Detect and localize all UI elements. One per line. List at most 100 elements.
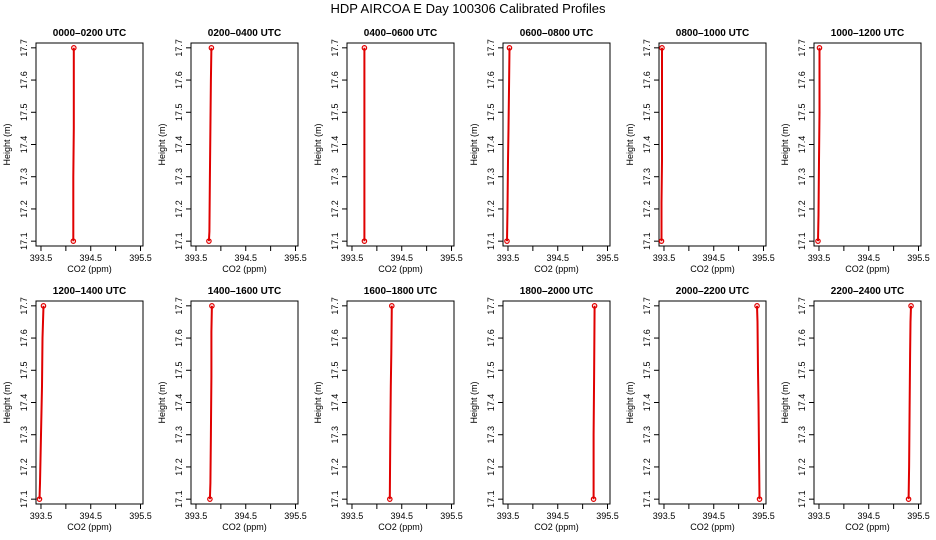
x-tick-label: 395.5 bbox=[752, 511, 775, 521]
y-tick-label: 17.7 bbox=[797, 39, 807, 57]
x-tick-label: 393.5 bbox=[341, 253, 364, 263]
y-tick-label: 17.6 bbox=[330, 329, 340, 347]
x-tick-label: 394.5 bbox=[234, 511, 257, 521]
y-tick-label: 17.6 bbox=[19, 329, 29, 347]
x-tick-label: 395.5 bbox=[752, 253, 775, 263]
y-tick-label: 17.3 bbox=[19, 426, 29, 444]
y-tick-label: 17.4 bbox=[330, 136, 340, 154]
y-tick-label: 17.2 bbox=[797, 200, 807, 218]
y-tick-label: 17.1 bbox=[486, 232, 496, 250]
y-tick-label: 17.6 bbox=[174, 71, 184, 89]
panel-title: 2000–2200 UTC bbox=[676, 286, 749, 297]
profile-point-bottom bbox=[361, 238, 368, 244]
panel-title: 1600–1800 UTC bbox=[364, 286, 437, 297]
profile-line bbox=[388, 305, 393, 500]
y-tick-label: 17.7 bbox=[330, 39, 340, 57]
y-axis-label: Height (m) bbox=[780, 123, 790, 165]
profile-point-bottom bbox=[36, 496, 43, 502]
plot-frame bbox=[35, 42, 144, 247]
panel-11: 2200–2400 UTC 393.5 394.5 395.5 CO2 (ppm) 17.… bbox=[780, 286, 930, 532]
x-axis-label: CO2 (ppm) bbox=[378, 522, 423, 532]
plot-frame bbox=[502, 42, 611, 247]
panel-title: 1400–1600 UTC bbox=[208, 286, 281, 297]
profile-point-bottom bbox=[386, 496, 393, 502]
y-tick-label: 17.2 bbox=[19, 200, 29, 218]
y-tick-label: 17.6 bbox=[330, 71, 340, 89]
x-tick-label: 394.5 bbox=[546, 253, 569, 263]
x-tick-label: 394.5 bbox=[390, 253, 413, 263]
y-tick-label: 17.1 bbox=[174, 490, 184, 508]
profile-line bbox=[817, 47, 821, 242]
y-tick-label: 17.4 bbox=[174, 394, 184, 412]
x-tick-label: 393.5 bbox=[185, 511, 208, 521]
y-tick-label: 17.1 bbox=[330, 490, 340, 508]
x-axis-label: CO2 (ppm) bbox=[845, 264, 890, 274]
profile-line bbox=[907, 305, 912, 500]
x-axis-label: CO2 (ppm) bbox=[67, 522, 112, 532]
y-tick-label: 17.5 bbox=[19, 104, 29, 122]
profile-point-top bbox=[506, 45, 513, 51]
panel-title: 0800–1000 UTC bbox=[676, 28, 749, 39]
x-axis-label: CO2 (ppm) bbox=[534, 522, 579, 532]
y-tick-label: 17.4 bbox=[797, 394, 807, 412]
plot-frame bbox=[190, 300, 299, 505]
x-tick-label: 394.5 bbox=[702, 511, 725, 521]
plot-frame bbox=[813, 300, 922, 505]
y-tick-label: 17.6 bbox=[486, 329, 496, 347]
y-axis-label: Height (m) bbox=[157, 123, 167, 165]
y-tick-label: 17.2 bbox=[330, 458, 340, 476]
profile-point-bottom bbox=[756, 496, 763, 502]
panel-title: 0400–0600 UTC bbox=[364, 28, 437, 39]
profile-point-bottom bbox=[658, 238, 665, 244]
profile-point-top bbox=[908, 303, 914, 309]
panel-4: 0800–1000 UTC 393.5 394.5 395.5 CO2 (ppm) 17.… bbox=[625, 28, 775, 274]
y-tick-label: 17.1 bbox=[486, 490, 496, 508]
panel-9: 1800–2000 UTC 393.5 394.5 395.5 CO2 (ppm) 17.… bbox=[469, 286, 619, 532]
y-tick-label: 17.6 bbox=[174, 329, 184, 347]
y-tick-label: 17.1 bbox=[330, 232, 340, 250]
plot-frame bbox=[658, 42, 767, 247]
y-tick-label: 17.5 bbox=[174, 104, 184, 122]
y-tick-label: 17.4 bbox=[797, 136, 807, 154]
y-axis-label: Height (m) bbox=[157, 381, 167, 423]
y-tick-label: 17.5 bbox=[486, 104, 496, 122]
profile-point-top bbox=[40, 303, 47, 309]
profile-point-bottom bbox=[504, 238, 510, 244]
profile-point-bottom bbox=[815, 238, 821, 244]
panel-10: 2000–2200 UTC 393.5 394.5 395.5 CO2 (ppm) 17.… bbox=[625, 286, 775, 532]
profile-point-bottom bbox=[70, 238, 77, 244]
y-tick-label: 17.6 bbox=[797, 329, 807, 347]
y-axis-label: Height (m) bbox=[469, 381, 479, 423]
y-tick-label: 17.2 bbox=[797, 458, 807, 476]
y-axis-label: Height (m) bbox=[313, 123, 323, 165]
plot-frame bbox=[813, 42, 922, 247]
profile-point-top bbox=[816, 45, 823, 51]
y-tick-label: 17.1 bbox=[642, 232, 652, 250]
y-tick-label: 17.4 bbox=[486, 136, 496, 154]
profile-line bbox=[756, 305, 761, 500]
x-tick-label: 393.5 bbox=[30, 511, 53, 521]
y-tick-label: 17.3 bbox=[486, 426, 496, 444]
panel-title: 1800–2000 UTC bbox=[520, 286, 593, 297]
profile-point-top bbox=[209, 303, 215, 309]
y-tick-label: 17.6 bbox=[797, 71, 807, 89]
y-tick-label: 17.1 bbox=[642, 490, 652, 508]
y-tick-label: 17.1 bbox=[797, 232, 807, 250]
plot-frame bbox=[346, 300, 455, 505]
y-tick-label: 17.3 bbox=[330, 426, 340, 444]
y-tick-label: 17.5 bbox=[330, 362, 340, 380]
x-tick-label: 395.5 bbox=[596, 511, 619, 521]
y-tick-label: 17.7 bbox=[330, 297, 340, 315]
y-tick-label: 17.7 bbox=[174, 39, 184, 57]
panel-0: 0000–0200 UTC 393.5 394.5 395.5 CO2 (ppm) 17.… bbox=[2, 28, 152, 274]
x-tick-label: 395.5 bbox=[440, 253, 463, 263]
x-axis-label: CO2 (ppm) bbox=[222, 522, 267, 532]
y-tick-label: 17.4 bbox=[642, 136, 652, 154]
y-tick-label: 17.5 bbox=[19, 362, 29, 380]
y-tick-label: 17.1 bbox=[19, 232, 29, 250]
panel-5: 1000–1200 UTC 393.5 394.5 395.5 CO2 (ppm) 17.… bbox=[780, 28, 930, 274]
x-tick-label: 395.5 bbox=[284, 253, 307, 263]
y-tick-label: 17.4 bbox=[174, 136, 184, 154]
y-tick-label: 17.5 bbox=[486, 362, 496, 380]
x-axis-label: CO2 (ppm) bbox=[67, 264, 112, 274]
